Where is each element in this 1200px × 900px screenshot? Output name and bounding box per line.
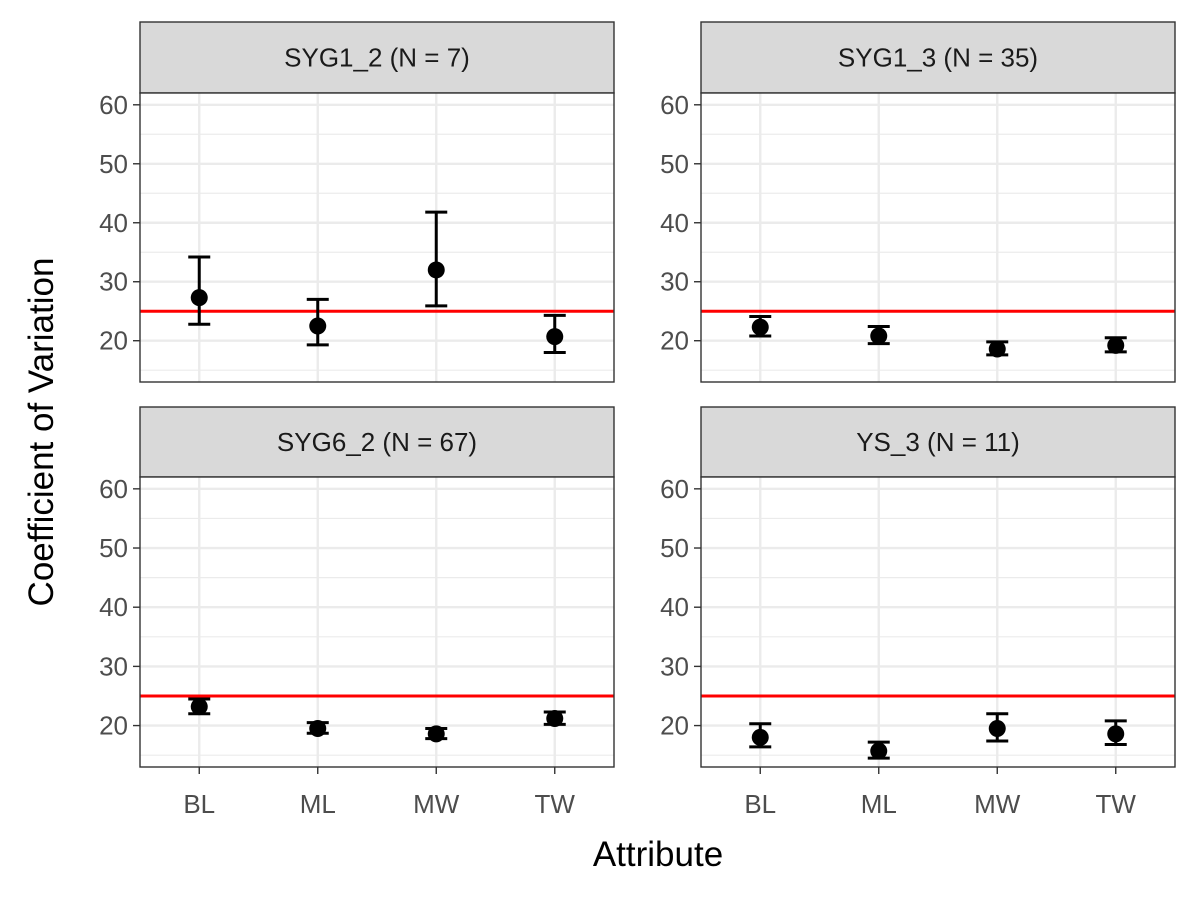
plot-background	[140, 477, 614, 767]
facet-strip-label: SYG6_2 (N = 67)	[277, 427, 477, 457]
y-tick-label: 40	[99, 208, 128, 238]
x-tick-label: ML	[861, 789, 897, 819]
data-point	[751, 728, 769, 746]
x-tick-label: TW	[1096, 789, 1137, 819]
facet-panel: YS_3 (N = 11) 20 30 40 50 60 BL ML MW TW	[660, 406, 1176, 819]
data-point	[870, 742, 888, 760]
y-tick-label: 40	[660, 592, 689, 622]
data-point	[546, 328, 564, 346]
data-point	[988, 720, 1006, 738]
facet-strip	[700, 406, 1176, 478]
panel-border	[700, 92, 1176, 383]
y-tick-label: 20	[99, 326, 128, 356]
facet-strip-label: SYG1_2 (N = 7)	[284, 43, 470, 73]
y-tick-label: 30	[99, 267, 128, 297]
y-tick-label: 20	[660, 711, 689, 741]
data-point	[546, 709, 564, 727]
y-tick-label: 50	[660, 149, 689, 179]
data-point	[988, 340, 1006, 358]
y-tick-label: 30	[660, 267, 689, 297]
panel-border	[139, 476, 615, 768]
y-tick-label: 40	[660, 208, 689, 238]
data-point	[1107, 725, 1125, 743]
panel-border	[700, 476, 1176, 768]
y-tick-label: 20	[99, 711, 128, 741]
data-point	[427, 261, 445, 279]
y-tick-label: 20	[660, 326, 689, 356]
panel-border	[139, 92, 615, 383]
x-tick-label: BL	[183, 789, 215, 819]
facet-strip	[700, 21, 1176, 94]
data-point	[190, 698, 208, 716]
x-tick-label: ML	[300, 789, 336, 819]
data-point	[309, 720, 327, 738]
data-point	[1107, 336, 1125, 354]
facet-strip-label: YS_3 (N = 11)	[856, 427, 1020, 457]
x-axis-title: Attribute	[593, 835, 723, 874]
x-tick-label: MW	[974, 789, 1021, 819]
data-point	[190, 289, 208, 307]
data-point	[870, 327, 888, 345]
facets-layer: SYG1_2 (N = 7) 20 30 40 50 60 SYG1_3 (N = 35) 2…	[99, 21, 1176, 819]
x-tick-label: TW	[535, 789, 576, 819]
y-axis-title: Coefficient of Variation	[22, 258, 61, 607]
x-tick-label: BL	[744, 789, 776, 819]
data-point	[309, 317, 327, 335]
facet-strip	[139, 21, 615, 94]
facet-panel: SYG1_3 (N = 35) 20 30 40 50 60	[660, 21, 1176, 383]
x-tick-label: MW	[413, 789, 460, 819]
plot-background	[701, 93, 1175, 382]
facet-panel: SYG1_2 (N = 7) 20 30 40 50 60	[99, 21, 615, 383]
y-tick-label: 60	[99, 474, 128, 504]
facet-panel: SYG6_2 (N = 67) 20 30 40 50 60 BL ML MW TW	[99, 406, 615, 819]
data-point	[427, 725, 445, 743]
data-point	[751, 318, 769, 336]
y-tick-label: 30	[99, 651, 128, 681]
y-tick-label: 50	[99, 149, 128, 179]
y-tick-label: 60	[660, 474, 689, 504]
y-tick-label: 30	[660, 651, 689, 681]
plot-background	[140, 93, 614, 382]
facet-strip-label: SYG1_3 (N = 35)	[838, 43, 1038, 73]
plot-background	[701, 477, 1175, 767]
y-tick-label: 40	[99, 592, 128, 622]
y-tick-label: 50	[99, 533, 128, 563]
y-tick-label: 60	[660, 90, 689, 120]
y-tick-label: 50	[660, 533, 689, 563]
y-tick-label: 60	[99, 90, 128, 120]
